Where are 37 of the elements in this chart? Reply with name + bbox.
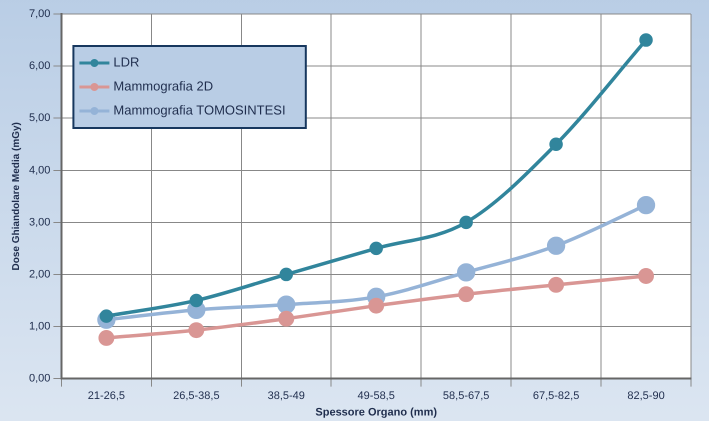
point [636, 196, 656, 214]
point [456, 263, 476, 282]
y-tick-label: 0,00 [28, 372, 50, 385]
y-tick-label: 6,00 [28, 60, 50, 72]
y-tick-label: 1,00 [28, 320, 50, 333]
x-tick-label: 38,5-49 [268, 390, 305, 402]
legend-label: Mammografia TOMOSINTESI [113, 102, 286, 118]
point [369, 242, 383, 256]
point [98, 330, 114, 346]
y-tick-label: 3,00 [28, 216, 50, 228]
legend-label: Mammografia 2D [113, 78, 214, 94]
x-tick-label: 21-26,5 [88, 390, 126, 402]
y-tick-label: 5,00 [28, 112, 50, 124]
point [549, 137, 563, 151]
point [278, 310, 294, 327]
point [639, 33, 653, 47]
x-tick-label: 26,5-38,5 [173, 390, 220, 402]
x-axis-title: Spessore Organo (mm) [315, 406, 438, 418]
x-tick-label: 82,5-90 [627, 390, 665, 402]
point [280, 268, 294, 282]
x-tick-label: 49-58,5 [358, 390, 395, 402]
y-tick-label: 2,00 [28, 268, 50, 280]
point [368, 298, 384, 314]
point [459, 216, 473, 230]
x-tick-label: 67,5-82,5 [532, 390, 580, 402]
point [548, 276, 564, 293]
y-tick-label: 4,00 [28, 164, 50, 176]
point [638, 268, 654, 284]
point [190, 294, 204, 308]
point [546, 236, 566, 255]
legend-label: LDR [113, 54, 140, 70]
y-axis-title: Dose Ghiandolare Media (mGy) [10, 122, 22, 270]
point [277, 295, 296, 314]
y-tick-label: 7,00 [28, 8, 50, 20]
x-tick-label: 58,5-67,5 [442, 390, 490, 402]
point [188, 322, 204, 338]
point [458, 286, 474, 302]
